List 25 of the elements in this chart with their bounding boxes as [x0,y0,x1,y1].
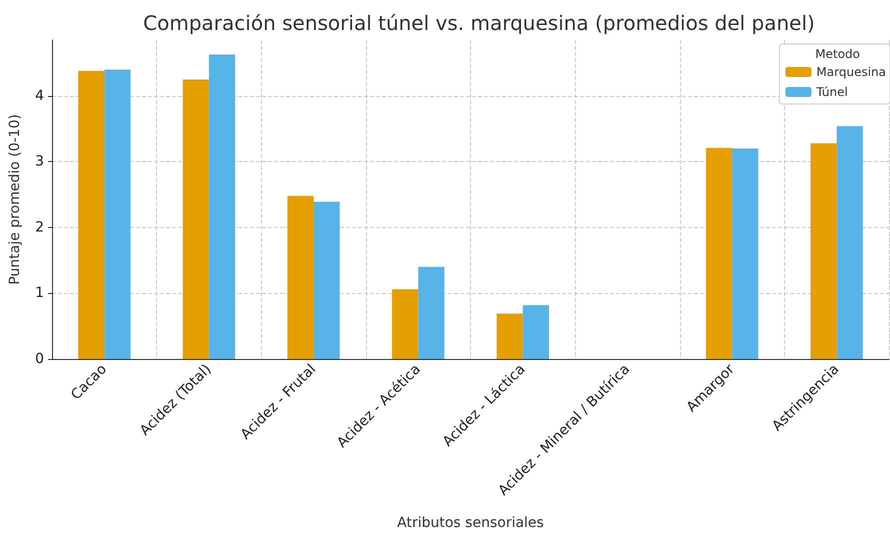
bar [706,148,732,359]
bar [392,289,418,359]
y-tick-label: 3 [35,154,44,170]
bar [208,54,236,359]
y-axis-title: Puntaje promedio (0-10) [7,114,23,285]
bar [418,266,444,359]
bar [287,196,314,359]
bar [522,305,549,359]
y-tick-label: 1 [35,285,44,302]
bar [314,202,340,359]
y-tick-label: 4 [35,88,44,104]
legend-title: Metodo [815,47,860,61]
legend-label: Túnel [815,85,848,99]
bar [810,143,837,359]
bar [836,126,863,359]
bar [182,79,209,359]
y-tick-label: 0 [35,351,44,367]
bar [496,314,523,359]
bar [78,70,104,359]
bar [104,70,130,359]
legend-label: Marquesina [816,65,886,79]
chart-title: Comparación sensorial túnel vs. marquesina (promedios del panel) [143,11,815,35]
x-axis-title: Atributos sensoriales [397,515,544,531]
bar [732,148,758,359]
y-tick-label: 2 [35,219,44,236]
